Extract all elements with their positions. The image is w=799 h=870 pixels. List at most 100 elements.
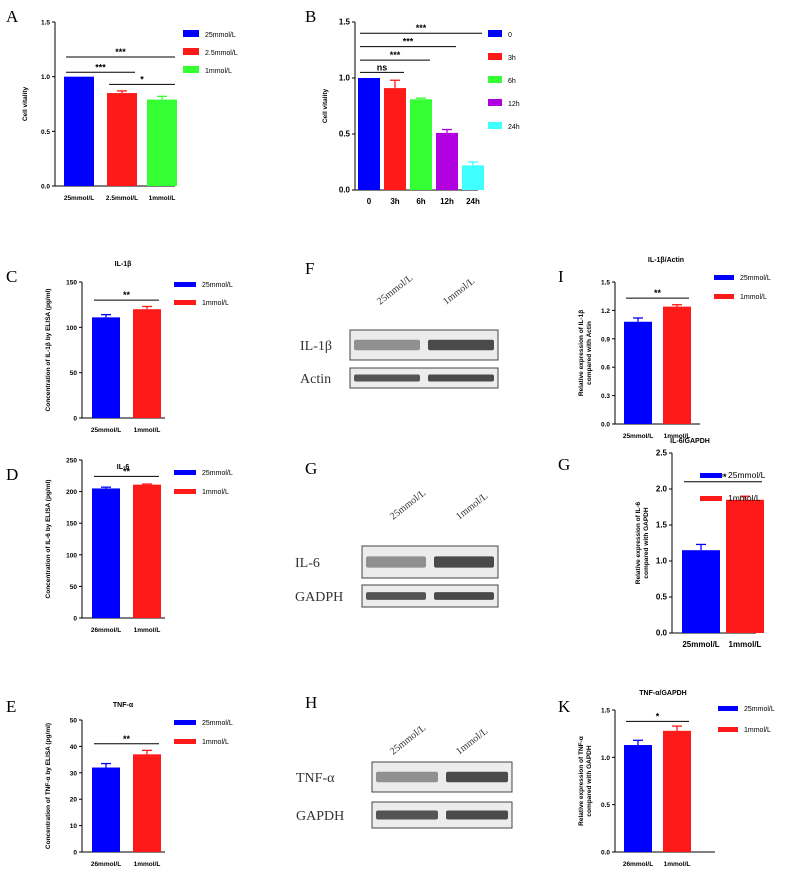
significance-label: ***	[115, 47, 126, 57]
y-tick-label: 0.5	[601, 802, 610, 809]
x-tick-label: 1mmol/L	[134, 627, 161, 634]
bar-1mmol/L	[147, 99, 177, 186]
legend-swatch	[488, 122, 502, 129]
y-axis-label: Concentration of IL-6 by ELISA (pg/ml)	[45, 480, 52, 599]
legend-label: 25mmol/L	[205, 32, 236, 39]
y-tick-label: 10	[70, 823, 78, 830]
legend-label: 0	[508, 32, 512, 39]
chart-panel-E: E TNF-α 0 10 20 30 40 50 Concentration of TNF-α …	[6, 697, 233, 868]
y-tick-label: 0.3	[601, 393, 610, 400]
bar-26mmol/L	[624, 745, 652, 852]
y-tick-label: 0.0	[601, 850, 610, 857]
bar-25mmol/L	[92, 317, 120, 418]
chart-panel-G: G IL-6/GAPDH 0.0 0.5 1.0 1.5 2.0 2.5 Relative ex…	[558, 438, 766, 649]
blot-lane-label: 25mmol/L	[375, 273, 415, 308]
legend-label: 1mmol/L	[744, 727, 771, 734]
bar-0	[358, 78, 380, 190]
chart-panel-K: K TNF-α/GAPDH 0.0 0.5 1.0 1.5 Relative express…	[558, 690, 775, 868]
bar-26mmol/L	[92, 488, 120, 618]
chart-title: TNF-α/GAPDH	[639, 690, 686, 697]
x-tick-label: 1mmol/L	[134, 427, 161, 434]
blot-lane-label: 1mmol/L	[454, 726, 490, 758]
y-tick-label: 100	[66, 325, 77, 332]
legend-label: 1mmol/L	[205, 68, 232, 75]
panel-letter: B	[305, 7, 316, 26]
legend-label: 24h	[508, 124, 520, 131]
legend-label: 1mmol/L	[202, 739, 229, 746]
legend-swatch	[714, 275, 734, 280]
significance-label: ***	[416, 23, 427, 33]
bar-1mmol/L	[663, 306, 691, 424]
significance-label: *	[656, 711, 660, 721]
legend-label: 25mmol/L	[744, 706, 775, 713]
legend-label: 25mmol/L	[728, 470, 766, 480]
y-tick-label: 50	[70, 370, 78, 377]
y-tick-label: 50	[70, 718, 78, 725]
significance-label: ***	[95, 62, 106, 72]
bar-25mmol/L	[64, 76, 94, 186]
legend-swatch	[488, 76, 502, 83]
blot-row-label: IL-1β	[300, 339, 332, 354]
blot-panel-H: H 25mmol/L 1mmol/L TNF-α GAPDH	[296, 693, 513, 829]
y-tick-label: 0.9	[601, 336, 610, 343]
bar-26mmol/L	[92, 767, 120, 852]
legend-label: 3h	[508, 55, 516, 62]
legend-swatch	[488, 30, 502, 37]
x-tick-label: 1mmol/L	[664, 861, 691, 868]
y-tick-label: 0.6	[601, 365, 610, 372]
blot-lane-label: 1mmol/L	[441, 276, 477, 308]
legend-swatch	[174, 720, 196, 725]
legend-swatch	[183, 66, 199, 73]
panel-letter: A	[6, 7, 19, 26]
blot-band	[428, 374, 494, 382]
y-tick-label: 0.0	[339, 186, 351, 195]
x-tick-label: 26mmol/L	[623, 861, 653, 868]
blot-row-label: GAPDH	[296, 809, 344, 824]
chart-title: IL-6	[117, 464, 130, 471]
legend-swatch	[183, 48, 199, 55]
legend-label: 6h	[508, 78, 516, 85]
y-tick-label: 0.0	[601, 422, 610, 429]
y-tick-label: 2.0	[656, 485, 668, 494]
x-tick-label: 26mmol/L	[91, 627, 121, 634]
y-axis-label: Relative expression of TNF-α	[578, 736, 585, 826]
chart-panel-D: D IL-6 0 50 100 150 200 250 Concentration of IL-…	[6, 458, 233, 635]
y-axis-label: Concentration of IL-1β by ELISA (pg/ml)	[45, 289, 52, 412]
y-axis-label: compared with GAPDH	[643, 507, 650, 578]
legend-label: 1mmol/L	[202, 489, 229, 496]
y-tick-label: 0	[73, 850, 77, 857]
bar-1mmol/L	[133, 754, 161, 852]
blot-panel-F: F 25mmol/L 1mmol/L IL-1β Actin	[300, 259, 499, 389]
y-tick-label: 0.5	[656, 593, 668, 602]
y-tick-label: 0	[73, 416, 77, 423]
y-tick-label: 0.5	[339, 130, 351, 139]
blot-row-label: TNF-α	[296, 771, 335, 786]
blot-membrane	[349, 367, 499, 389]
y-tick-label: 1.5	[41, 20, 50, 27]
y-tick-label: 20	[70, 797, 78, 804]
significance-label: **	[123, 734, 131, 744]
y-tick-label: 1.0	[601, 755, 610, 762]
x-tick-label: 1mmol/L	[664, 433, 691, 440]
x-tick-label: 3h	[390, 197, 399, 206]
y-tick-label: 0.5	[41, 129, 50, 136]
y-tick-label: 1.5	[601, 280, 610, 287]
panel-letter: F	[305, 259, 314, 278]
x-tick-label: 25mmol/L	[64, 195, 94, 202]
chart-title: IL-6/GAPDH	[670, 438, 710, 445]
bar-1mmol/L	[663, 730, 691, 852]
x-tick-label: 24h	[466, 197, 480, 206]
significance-label: ***	[403, 37, 414, 47]
y-axis-label: Concentration of TNF-α by ELISA (pg/ml)	[45, 723, 52, 849]
legend-swatch	[183, 30, 199, 37]
bar-25mmol/L	[682, 550, 720, 633]
blot-row-label: IL-6	[295, 556, 320, 571]
x-tick-label: 2.5mmol/L	[106, 195, 138, 202]
y-axis-label: Cell vitality	[22, 86, 29, 121]
x-tick-label: 25mmol/L	[623, 433, 653, 440]
legend-label: 1mmol/L	[202, 300, 229, 307]
legend-label: 1mmol/L	[728, 493, 761, 503]
x-tick-label: 12h	[440, 197, 454, 206]
bar-1mmol/L	[133, 309, 161, 418]
bar-24h	[462, 165, 484, 190]
